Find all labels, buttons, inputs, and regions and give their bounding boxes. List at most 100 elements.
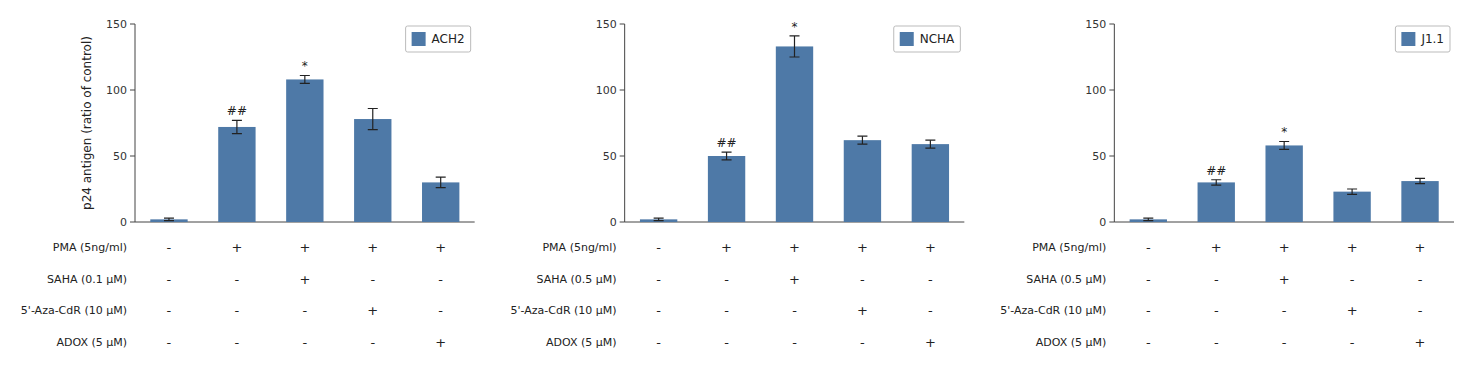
error-bar: [654, 218, 664, 221]
table-cell: -: [370, 272, 375, 287]
y-tick: [620, 222, 625, 223]
legend-box: [1395, 26, 1450, 52]
panel: 050100150##*p24 antigen (ratio of contro…: [21, 18, 475, 350]
treatment-table: PMA (5ng/ml)-++++SAHA (0.5 μM)--+--5'-Az…: [511, 240, 936, 350]
y-tick-label: 150: [1085, 18, 1106, 31]
table-cell: +: [721, 240, 732, 255]
y-axis-line: [135, 24, 136, 222]
y-tick-label: 150: [106, 18, 127, 31]
table-cell: +: [299, 272, 310, 287]
table-cell: -: [656, 303, 661, 318]
error-cap: [300, 83, 310, 84]
legend: J1.1: [1395, 26, 1450, 52]
table-cell: -: [167, 272, 172, 287]
error-cap: [232, 120, 242, 121]
error-bar: [857, 136, 867, 144]
table-cell: -: [656, 272, 661, 287]
error-bar: [232, 120, 242, 133]
table-cell: -: [370, 335, 375, 350]
error-cap: [1347, 188, 1357, 189]
table-cell: -: [724, 272, 729, 287]
error-bar: [1415, 178, 1425, 183]
error-stem: [726, 152, 727, 160]
table-cell: -: [438, 303, 443, 318]
legend: NCHA: [894, 26, 961, 52]
error-cap: [654, 220, 664, 221]
table-cell: -: [1350, 335, 1355, 350]
panel: 050100150##*NCHAPMA (5ng/ml)-++++SAHA (0…: [511, 18, 965, 350]
error-bar: [436, 177, 446, 188]
annotation: *: [1281, 125, 1287, 139]
table-cell: -: [1146, 240, 1151, 255]
y-tick: [1109, 90, 1114, 91]
y-tick-label: 100: [106, 84, 127, 97]
error-cap: [857, 136, 867, 137]
error-cap: [1211, 184, 1221, 185]
table-cell: -: [1350, 272, 1355, 287]
table-cell: -: [167, 240, 172, 255]
table-cell: -: [235, 303, 240, 318]
error-stem: [372, 108, 373, 129]
table-cell: -: [1146, 335, 1151, 350]
table-cell: -: [302, 335, 307, 350]
error-bar: [164, 218, 174, 221]
row-label: SAHA (0.1 μM): [47, 273, 127, 286]
error-stem: [1419, 178, 1420, 183]
error-cap: [1415, 178, 1425, 179]
treatment-table: PMA (5ng/ml)-++++SAHA (0.1 μM)--+--5'-Az…: [21, 240, 446, 350]
table-cell: +: [367, 303, 378, 318]
y-tick: [620, 90, 625, 91]
row-label: PMA (5ng/ml): [542, 241, 616, 254]
y-tick: [130, 222, 135, 223]
error-stem: [236, 120, 237, 133]
error-stem: [440, 177, 441, 188]
chart-svg: 050100150##*p24 antigen (ratio of contro…: [0, 0, 1469, 366]
bar: [422, 182, 459, 222]
error-cap: [436, 177, 446, 178]
row-label: ADOX (5 μM): [56, 336, 127, 349]
legend-label: NCHA: [920, 32, 955, 46]
error-cap: [368, 108, 378, 109]
error-cap: [368, 129, 378, 130]
table-cell: +: [1211, 240, 1222, 255]
legend-box: [894, 26, 961, 52]
bar: [286, 79, 323, 222]
bar: [1265, 145, 1302, 222]
table-cell: +: [1415, 240, 1426, 255]
row-label: SAHA (0.5 μM): [537, 273, 617, 286]
table-cell: -: [235, 335, 240, 350]
legend-swatch: [900, 32, 914, 46]
error-cap: [1143, 220, 1153, 221]
error-bar: [925, 140, 935, 148]
row-label: 5'-Aza-CdR (10 μM): [1000, 304, 1106, 317]
table-cell: -: [724, 303, 729, 318]
marks: [150, 75, 459, 222]
error-cap: [164, 217, 174, 218]
error-cap: [925, 140, 935, 141]
legend-label: J1.1: [1420, 32, 1444, 46]
legend-swatch: [412, 32, 426, 46]
table-cell: -: [302, 303, 307, 318]
error-cap: [436, 187, 446, 188]
error-cap: [1415, 183, 1425, 184]
bar: [776, 46, 813, 222]
error-stem: [794, 36, 795, 57]
legend-label: ACH2: [432, 32, 465, 46]
error-cap: [857, 144, 867, 145]
table-cell: -: [1282, 303, 1287, 318]
panel: 050100150##*J1.1PMA (5ng/ml)-++++SAHA (0…: [1000, 18, 1454, 350]
error-stem: [862, 136, 863, 144]
row-label: SAHA (0.5 μM): [1026, 273, 1106, 286]
table-cell: +: [231, 240, 242, 255]
bar: [354, 119, 391, 222]
table-cell: -: [167, 303, 172, 318]
bar: [1401, 181, 1438, 222]
error-cap: [1279, 149, 1289, 150]
error-cap: [232, 133, 242, 134]
table-cell: -: [235, 272, 240, 287]
marks: [1130, 141, 1439, 222]
table-cell: +: [789, 272, 800, 287]
table-cell: -: [1146, 303, 1151, 318]
error-cap: [164, 220, 174, 221]
table-cell: -: [792, 335, 797, 350]
